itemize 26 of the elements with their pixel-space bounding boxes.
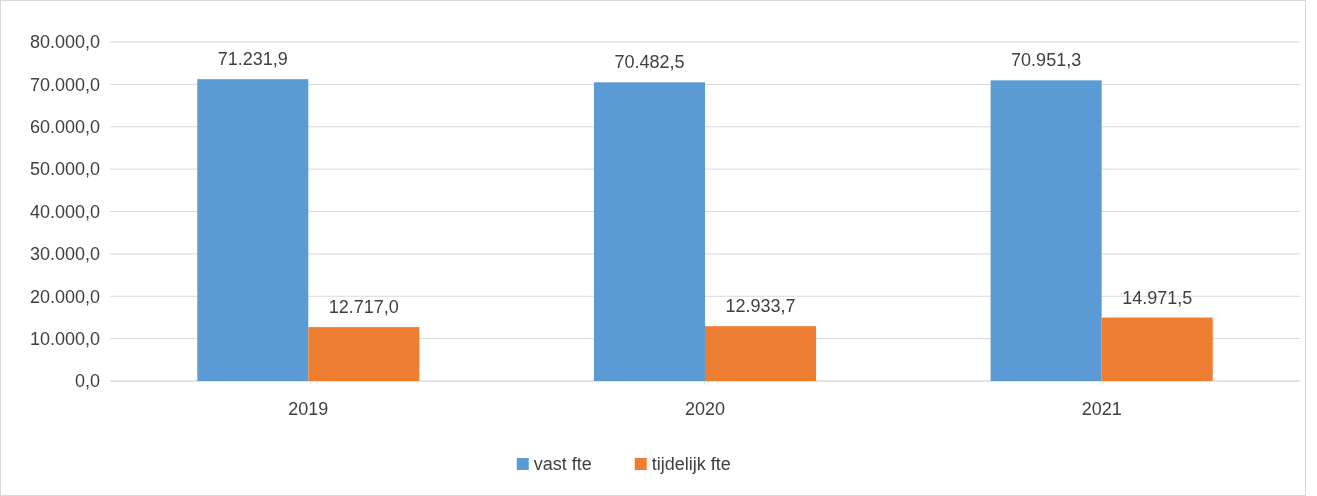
- y-tick-label: 20.000,0: [29, 286, 100, 307]
- bar: [990, 80, 1102, 381]
- y-tick-label: 60.000,0: [29, 117, 100, 138]
- x-tick-label: 2019: [288, 399, 329, 419]
- bar: [593, 82, 705, 381]
- y-tick-label: 50.000,0: [29, 159, 100, 180]
- bar: [705, 326, 817, 381]
- bar: [1101, 317, 1213, 381]
- bar: [197, 79, 309, 381]
- data-label: 14.971,5: [1122, 287, 1193, 308]
- data-label: 71.231,9: [217, 49, 288, 70]
- y-tick-label: 70.000,0: [29, 74, 100, 95]
- data-label: 70.482,5: [614, 52, 685, 73]
- y-tick-label: 10.000,0: [29, 328, 100, 349]
- data-label: 70.951,3: [1011, 50, 1082, 71]
- y-tick-label: 80.000,0: [29, 32, 100, 53]
- x-tick-label: 2021: [1081, 399, 1122, 419]
- legend-label: tijdelijk fte: [651, 454, 731, 475]
- data-label: 12.933,7: [725, 296, 796, 317]
- y-tick-label: 30.000,0: [29, 244, 100, 265]
- y-tick-label: 0,0: [74, 371, 100, 392]
- data-label: 12.717,0: [328, 297, 399, 318]
- x-tick-label: 2020: [684, 399, 726, 419]
- bar: [308, 327, 420, 381]
- legend-label: vast fte: [533, 454, 592, 475]
- y-tick-label: 40.000,0: [29, 201, 100, 222]
